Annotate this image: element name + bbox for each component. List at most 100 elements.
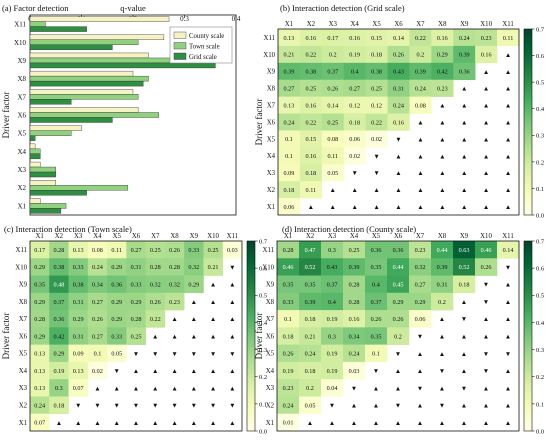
heatmap-value: 0.25 bbox=[208, 247, 219, 254]
a-legend-label: County scale bbox=[189, 33, 224, 40]
heatmap-value: 0.4 bbox=[372, 281, 380, 288]
heatmap-value: 0.13 bbox=[34, 368, 45, 375]
heatmap-cell bbox=[409, 258, 432, 276]
heatmap-cell bbox=[277, 310, 300, 328]
heatmap-cell bbox=[431, 62, 454, 81]
heatmap-cell bbox=[49, 292, 69, 311]
heatmap-value: 0.07 bbox=[73, 385, 84, 392]
heatmap-cell bbox=[299, 164, 323, 182]
heatmap-value: 0.25 bbox=[131, 333, 142, 340]
heatmap-value: 0.32 bbox=[415, 264, 426, 271]
heatmap-symbol: ▲ bbox=[417, 368, 423, 375]
heatmap-symbol: ▼ bbox=[351, 385, 357, 392]
heatmap-row-label: X9 bbox=[266, 282, 275, 289]
heatmap-value: 0.16 bbox=[393, 119, 404, 126]
heatmap-symbol: ▼ bbox=[373, 368, 379, 375]
heatmap-cell bbox=[365, 130, 388, 148]
heatmap-symbol: ▼ bbox=[351, 170, 357, 177]
heatmap-value: 0.35 bbox=[34, 281, 45, 288]
heatmap-cell bbox=[299, 310, 322, 328]
colorbar-tick-label: 0.6 bbox=[259, 266, 268, 273]
heatmap-cell bbox=[453, 29, 476, 47]
heatmap-cell bbox=[365, 45, 388, 64]
heatmap-symbol: ▲ bbox=[439, 316, 445, 323]
a-bar bbox=[29, 180, 56, 186]
heatmap-cell bbox=[321, 310, 344, 328]
heatmap-cell bbox=[453, 258, 476, 276]
heatmap-value: 0.23 bbox=[415, 247, 426, 254]
heatmap-cell bbox=[453, 241, 476, 259]
heatmap-value: 0.1 bbox=[372, 351, 380, 358]
heatmap-cell bbox=[145, 310, 166, 328]
heatmap-value: 0.13 bbox=[284, 102, 295, 109]
heatmap-value: 0.19 bbox=[283, 368, 294, 375]
heatmap-cell bbox=[278, 29, 301, 47]
heatmap-symbol: ▲ bbox=[395, 368, 401, 375]
heatmap-value: 0.52 bbox=[305, 264, 316, 271]
heatmap-cell bbox=[87, 275, 108, 294]
heatmap-value: 0.4 bbox=[351, 69, 359, 76]
heatmap-value: 0.13 bbox=[34, 351, 45, 358]
heatmap-symbol: ▼ bbox=[439, 368, 445, 375]
heatmap-symbol: ▲ bbox=[133, 420, 139, 427]
heatmap-cell bbox=[277, 275, 300, 294]
heatmap-row-label: X7 bbox=[267, 102, 276, 109]
heatmap-cell bbox=[107, 327, 127, 345]
a-bar bbox=[29, 148, 41, 155]
colorbar-tick-label: 0.2 bbox=[536, 159, 544, 166]
a-ytick-label: X6 bbox=[17, 112, 26, 120]
heatmap-cell bbox=[497, 241, 520, 259]
heatmap-value: 0.37 bbox=[53, 299, 64, 306]
heatmap-value: 0.36 bbox=[111, 281, 122, 288]
heatmap-symbol: ▲ bbox=[229, 420, 235, 427]
heatmap-value: 0.46 bbox=[283, 264, 294, 271]
heatmap-cell bbox=[409, 45, 432, 64]
heatmap-symbol: ▲ bbox=[133, 385, 139, 392]
colorbar-tick-label: 0.7 bbox=[536, 26, 545, 33]
heatmap-cell bbox=[145, 292, 166, 311]
heatmap-value: 0.19 bbox=[349, 52, 360, 59]
heatmap-row-label: X1 bbox=[267, 204, 275, 211]
heatmap-col-label: X10 bbox=[480, 21, 492, 28]
heatmap-title: (d) Interaction detection (County scale) bbox=[282, 224, 416, 234]
heatmap-value: 0.2 bbox=[394, 333, 402, 340]
heatmap-symbol: ▲ bbox=[439, 187, 445, 194]
a-bar bbox=[29, 62, 216, 69]
colorbar-tick-label: 0.4 bbox=[259, 320, 268, 327]
heatmap-value: 0.14 bbox=[503, 247, 514, 254]
heatmap-value: 0.2 bbox=[329, 52, 337, 59]
heatmap-row-label: X10 bbox=[262, 264, 274, 271]
heatmap-row-label: X2 bbox=[266, 402, 275, 409]
heatmap-value: 0.31 bbox=[73, 333, 84, 340]
a-bar bbox=[29, 185, 129, 191]
heatmap-cell bbox=[299, 62, 323, 81]
heatmap-value: 0.63 bbox=[459, 247, 470, 254]
heatmap-cell bbox=[107, 310, 127, 328]
heatmap-cell bbox=[87, 241, 108, 259]
a-ytick-label: X1 bbox=[17, 202, 26, 210]
heatmap-symbol: ▲ bbox=[483, 316, 489, 323]
heatmap-symbol: ▲ bbox=[395, 420, 401, 427]
heatmap-value: 0.02 bbox=[349, 153, 360, 160]
a-ytick-label: X8 bbox=[17, 75, 26, 83]
heatmap-value: 0.42 bbox=[437, 69, 448, 76]
heatmap-symbol: ▼ bbox=[395, 403, 401, 410]
a-bar bbox=[29, 52, 149, 59]
heatmap-symbol: ▲ bbox=[229, 385, 235, 392]
heatmap-cell bbox=[321, 62, 345, 81]
heatmap-value: 0.27 bbox=[284, 85, 295, 92]
heatmap-cell bbox=[49, 258, 69, 276]
heatmap-cell bbox=[343, 45, 366, 64]
heatmap-symbol: ▼ bbox=[505, 351, 511, 358]
heatmap-symbol: ▲ bbox=[152, 385, 158, 392]
heatmap-value: 0.06 bbox=[349, 136, 360, 143]
colorbar-tick-label: 0.3 bbox=[259, 347, 267, 354]
heatmap-symbol: ▼ bbox=[210, 351, 216, 358]
heatmap-cell bbox=[299, 327, 322, 345]
heatmap-cell bbox=[145, 258, 166, 276]
heatmap-symbol: ▲ bbox=[461, 120, 467, 127]
heatmap-symbol: ▲ bbox=[483, 187, 489, 194]
heatmap-symbol: ▼ bbox=[171, 351, 177, 358]
heatmap-cell bbox=[343, 96, 366, 114]
heatmap-col-label: X8 bbox=[170, 233, 179, 240]
